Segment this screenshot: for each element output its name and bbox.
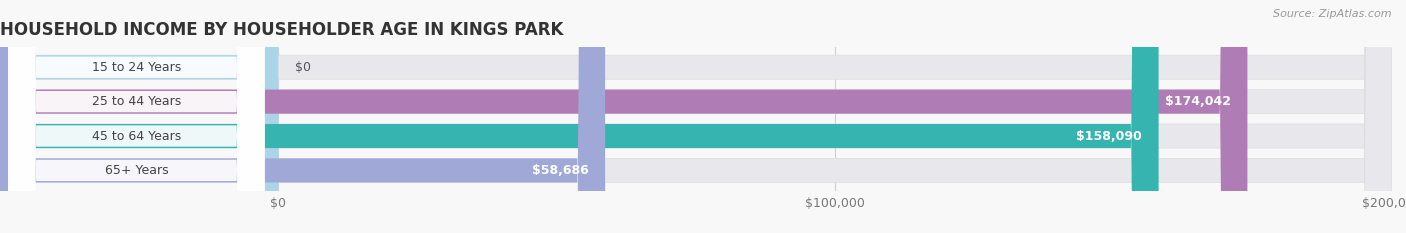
Text: 45 to 64 Years: 45 to 64 Years (91, 130, 181, 143)
Text: Source: ZipAtlas.com: Source: ZipAtlas.com (1274, 9, 1392, 19)
FancyBboxPatch shape (0, 0, 605, 233)
FancyBboxPatch shape (0, 0, 1247, 233)
Text: $58,686: $58,686 (531, 164, 589, 177)
FancyBboxPatch shape (8, 0, 264, 233)
Text: $174,042: $174,042 (1164, 95, 1230, 108)
FancyBboxPatch shape (8, 0, 264, 233)
Text: 65+ Years: 65+ Years (104, 164, 169, 177)
FancyBboxPatch shape (8, 0, 264, 233)
Text: $158,090: $158,090 (1076, 130, 1142, 143)
Text: 25 to 44 Years: 25 to 44 Years (91, 95, 181, 108)
FancyBboxPatch shape (0, 0, 1159, 233)
FancyBboxPatch shape (0, 0, 278, 233)
FancyBboxPatch shape (8, 0, 264, 233)
Text: 15 to 24 Years: 15 to 24 Years (91, 61, 181, 74)
Text: $0: $0 (295, 61, 311, 74)
Text: HOUSEHOLD INCOME BY HOUSEHOLDER AGE IN KINGS PARK: HOUSEHOLD INCOME BY HOUSEHOLDER AGE IN K… (0, 21, 564, 39)
